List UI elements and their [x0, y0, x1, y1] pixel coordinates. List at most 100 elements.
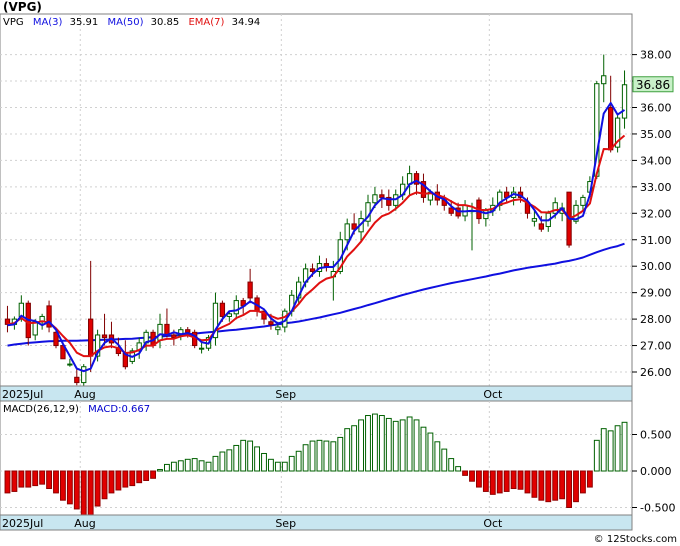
- last-price-label: 36.86: [636, 78, 670, 92]
- candle-body: [171, 334, 177, 339]
- macd-y-tick-label: -0.500: [640, 502, 675, 515]
- candle-body: [212, 302, 219, 339]
- macd-bar: [288, 455, 295, 472]
- macd-bar: [545, 470, 552, 503]
- price-y-tick-label: 26.00: [640, 366, 672, 379]
- macd-bar: [607, 430, 614, 472]
- macd-bar: [164, 463, 170, 472]
- macd-bar: [177, 460, 184, 472]
- macd-x-axis-band: [0, 514, 633, 531]
- macd-bar: [593, 439, 600, 472]
- price-legend: VPG MA(3) 35.91 MA(50) 30.85 EMA(7) 34.9…: [3, 17, 260, 28]
- candle-body: [386, 196, 392, 206]
- price-y-tick-label: 30.00: [640, 260, 672, 273]
- price-plot-frame: [0, 13, 633, 387]
- macd-bar: [240, 439, 247, 472]
- candle-body: [344, 223, 350, 241]
- candle-body: [88, 318, 94, 357]
- macd-bar: [143, 470, 150, 481]
- macd-bar: [129, 470, 136, 487]
- macd-x-label: Aug: [74, 517, 95, 530]
- macd-bar: [580, 470, 586, 494]
- macd-bar: [302, 444, 309, 472]
- macd-x-label: Oct: [483, 517, 503, 530]
- macd-bar: [281, 461, 288, 472]
- macd-bar: [94, 470, 101, 507]
- candle-body: [448, 207, 454, 214]
- macd-bar: [531, 470, 538, 498]
- candle-body: [483, 210, 489, 220]
- macd-bar: [559, 470, 566, 500]
- macd-bar: [378, 415, 385, 472]
- macd-bar: [66, 470, 73, 505]
- macd-bar: [420, 426, 427, 472]
- macd-bar: [295, 450, 302, 472]
- candle: [81, 364, 87, 388]
- candle: [580, 194, 586, 211]
- macd-bar: [621, 421, 628, 472]
- candle-body: [538, 223, 544, 230]
- macd-bar: [18, 470, 25, 488]
- price-y-tick-label: 31.00: [640, 234, 672, 247]
- macd-bar: [205, 461, 212, 472]
- macd-bar: [247, 440, 254, 472]
- candle: [448, 200, 454, 216]
- macd-bar: [268, 458, 274, 472]
- watermark: © 12Stocks.com: [594, 534, 677, 545]
- macd-x-labels: 2025Jul Aug Sep Oct: [2, 517, 503, 530]
- macd-bar: [482, 470, 489, 492]
- candle-body: [323, 263, 330, 267]
- macd-bar: [503, 470, 510, 492]
- macd-bar: [372, 413, 378, 472]
- legend-ema7-value: 34.94: [232, 17, 261, 28]
- macd-bar: [344, 428, 351, 472]
- price-x-label: Aug: [74, 388, 95, 401]
- macd-bar: [108, 470, 115, 494]
- macd-bar: [136, 470, 143, 484]
- macd-bar: [53, 470, 59, 494]
- macd-bar: [191, 458, 198, 472]
- candle: [53, 329, 59, 349]
- macd-bar: [469, 470, 475, 482]
- macd-bar: [365, 415, 371, 472]
- macd-bar: [517, 470, 524, 490]
- macd-bar: [330, 441, 337, 472]
- candle: [601, 54, 607, 103]
- candle-body: [81, 366, 87, 384]
- macd-bar: [101, 470, 108, 500]
- candle-body: [413, 173, 420, 185]
- candle: [247, 268, 253, 304]
- price-y-tick-label: 32.00: [640, 207, 672, 220]
- candle: [566, 191, 572, 248]
- macd-bar: [4, 470, 11, 494]
- macd-y-tick-label: 0.500: [640, 429, 672, 442]
- macd-bar: [212, 455, 219, 472]
- macd-bar: [25, 470, 32, 488]
- candle: [261, 308, 267, 325]
- candle-body: [233, 300, 239, 315]
- candle-body: [379, 194, 385, 198]
- macd-bar: [476, 470, 482, 488]
- macd-bar: [455, 466, 462, 472]
- macd-bar: [358, 419, 364, 472]
- macd-bar: [586, 470, 593, 488]
- chart-title: (VPG): [3, 0, 42, 14]
- candle-body: [185, 329, 191, 333]
- price-x-label: 2025Jul: [2, 388, 43, 401]
- candle-body: [94, 334, 101, 357]
- macd-panel: -0.500 0.000 0.500 MACD(26,12,9) MACD:0.66…: [0, 400, 675, 517]
- legend-ma3-label: MA(3): [33, 17, 63, 28]
- macd-bar: [233, 444, 240, 472]
- macd-legend-value: MACD:0.667: [88, 404, 150, 415]
- candle-body: [621, 84, 628, 119]
- macd-bar: [385, 417, 392, 472]
- candle: [74, 369, 80, 386]
- price-y-tick-label: 29.00: [640, 287, 672, 300]
- candle: [538, 215, 544, 232]
- macd-bar: [524, 470, 531, 494]
- macd-bar: [73, 470, 80, 510]
- last-price-box: 36.86: [632, 76, 674, 93]
- price-y-tick-label: 27.00: [640, 340, 672, 353]
- candle-body: [53, 331, 59, 347]
